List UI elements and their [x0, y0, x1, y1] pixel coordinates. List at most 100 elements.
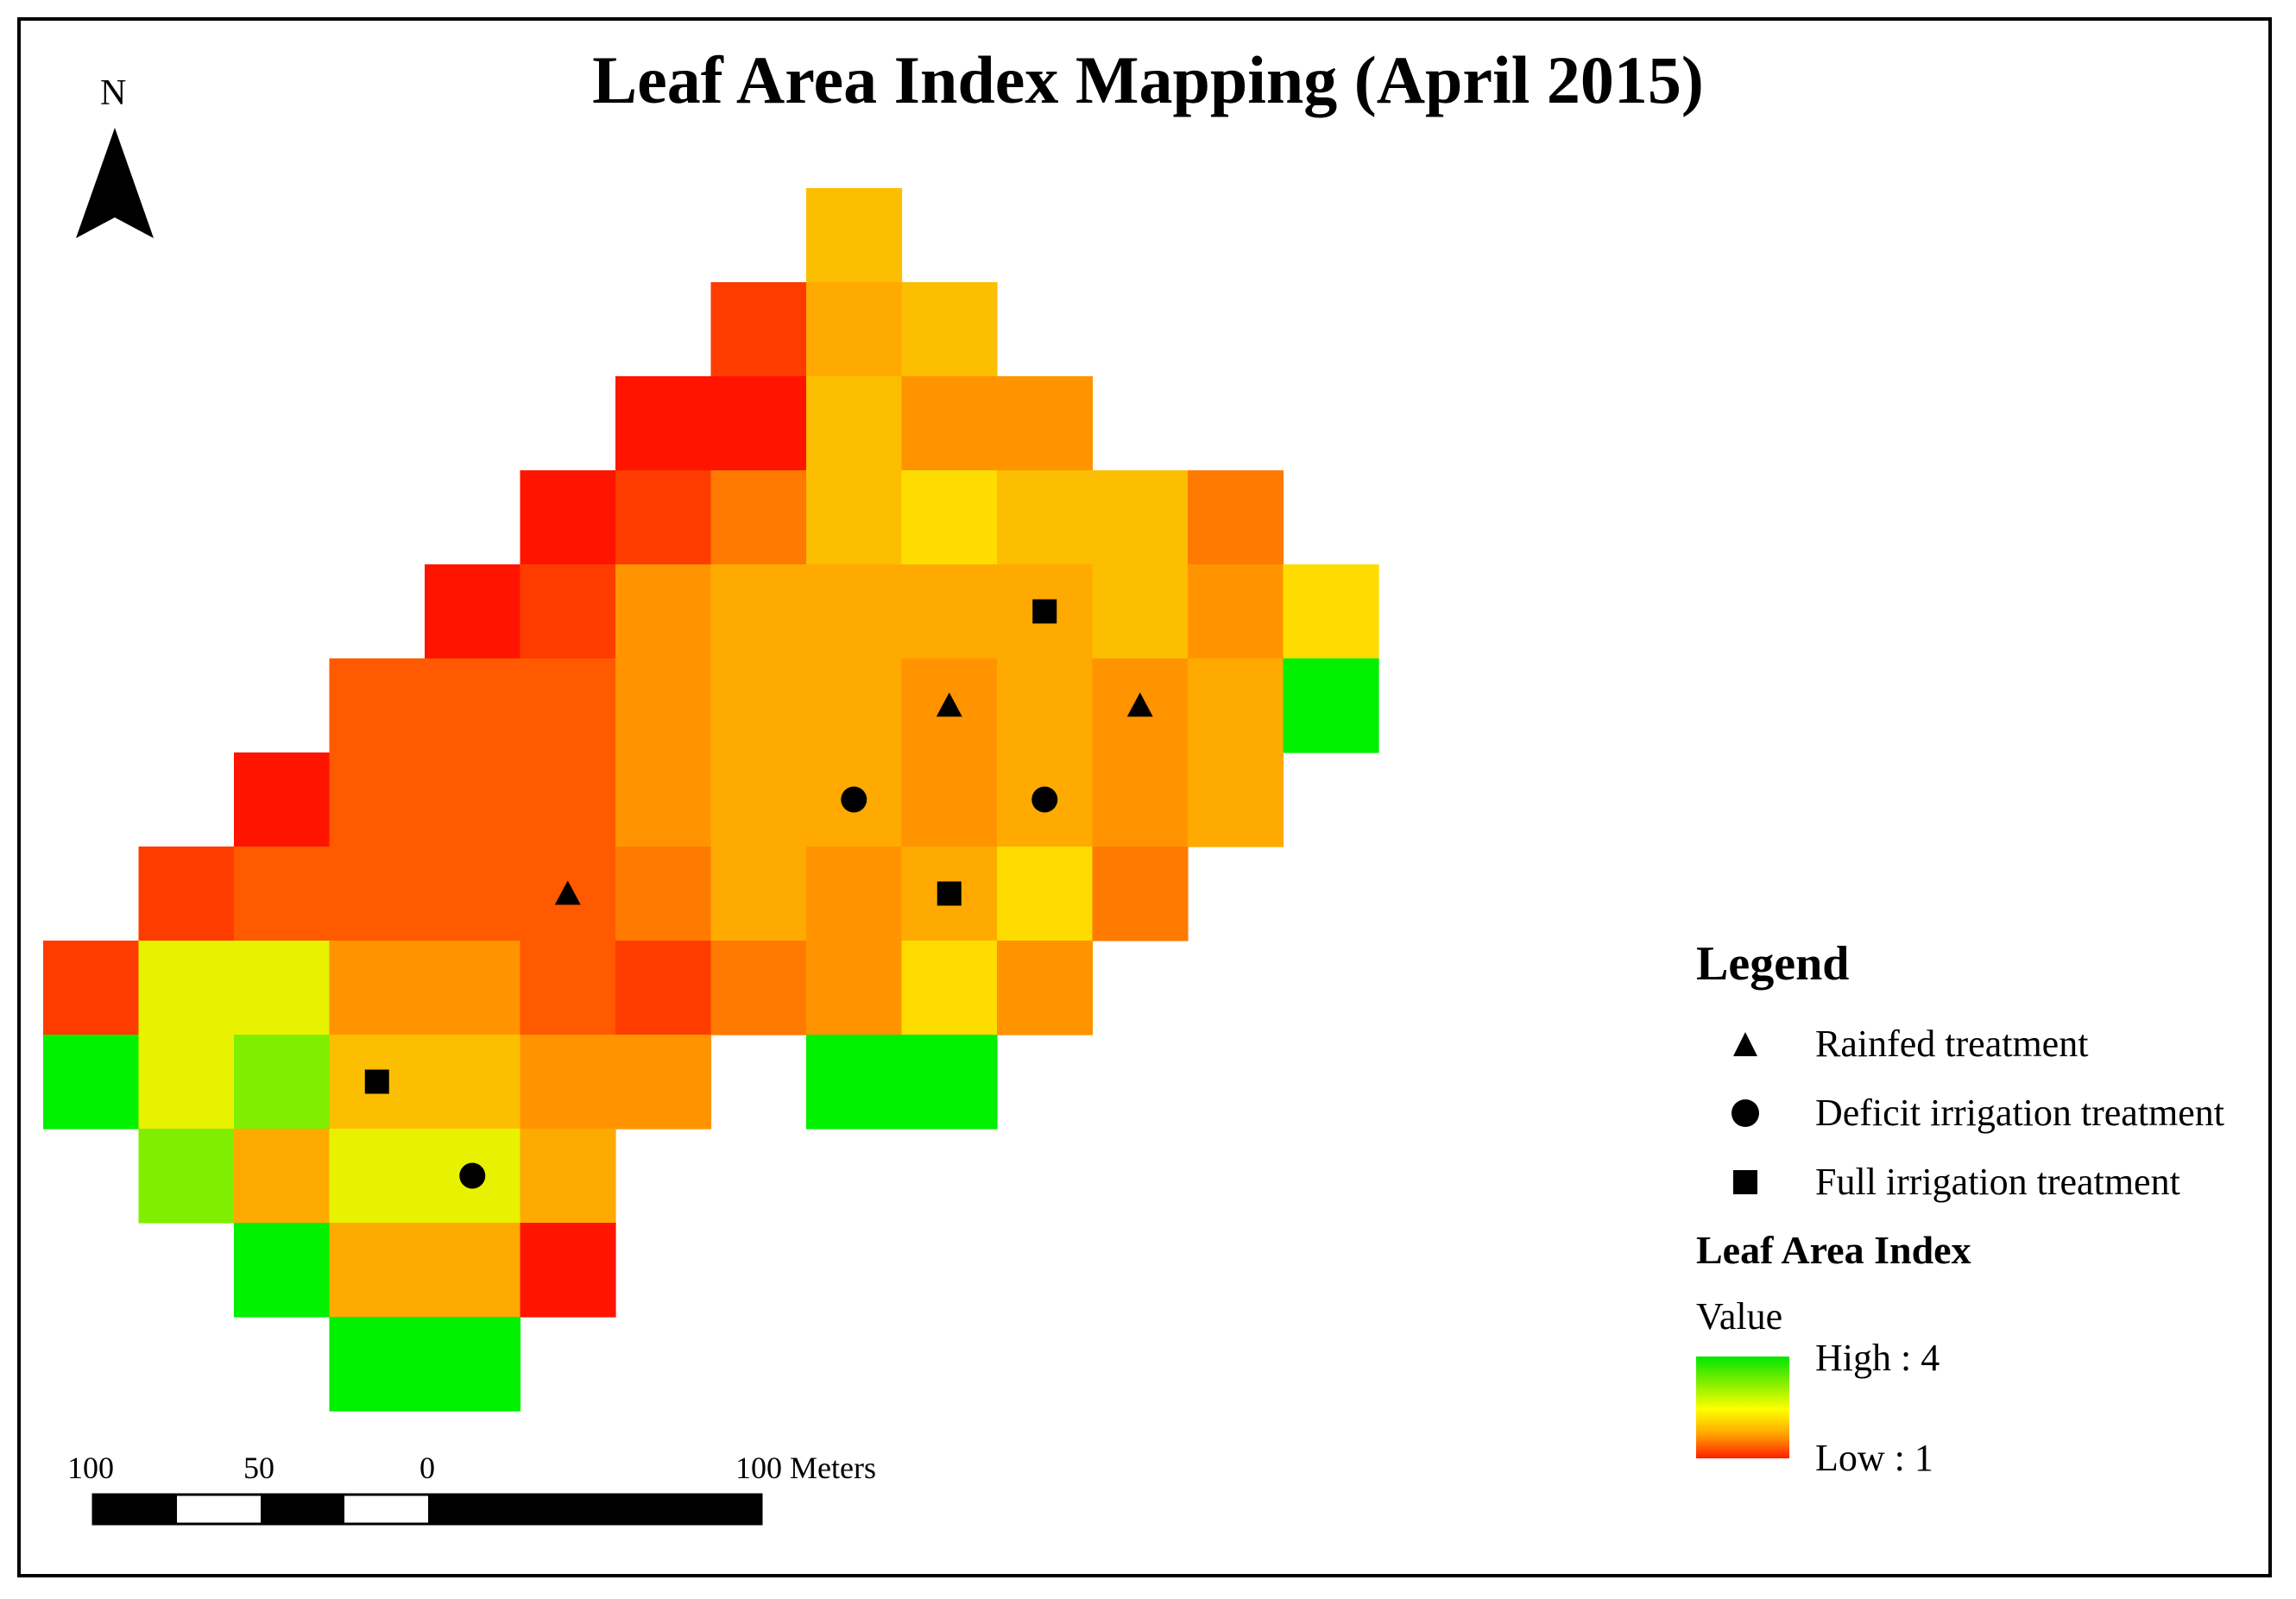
- lai-cell: [710, 376, 807, 471]
- lai-cell: [806, 188, 903, 283]
- lai-cell: [901, 752, 998, 847]
- deficit-irrigation-marker: [1031, 786, 1058, 813]
- legend-circle-icon: [1731, 1099, 1759, 1127]
- lai-cell: [425, 564, 521, 659]
- lai-cell: [329, 1129, 426, 1224]
- lai-cell: [520, 564, 616, 659]
- legend-triangle-icon: [1733, 1032, 1757, 1056]
- lai-cell: [329, 752, 426, 847]
- lai-cell: [43, 941, 140, 1036]
- lai-cell: [1188, 658, 1284, 753]
- lai-cell: [138, 847, 235, 941]
- legend-heading: Legend: [1696, 937, 1850, 991]
- scale-seg-1: [93, 1495, 177, 1524]
- lai-cell: [901, 376, 998, 471]
- lai-cell: [1092, 470, 1189, 565]
- lai-cell: [1283, 658, 1379, 753]
- lai-cell: [901, 282, 998, 377]
- lai-cell: [997, 470, 1094, 565]
- rainfed-marker: [554, 880, 581, 905]
- legend-square-icon: [1733, 1170, 1757, 1194]
- lai-cell: [997, 658, 1094, 753]
- legend-layer-title: Leaf Area Index: [1696, 1228, 1971, 1272]
- color-ramp: [1696, 1357, 1789, 1458]
- lai-cell: [615, 941, 712, 1036]
- lai-cell: [997, 847, 1094, 941]
- deficit-irrigation-marker: [841, 786, 867, 813]
- lai-cell: [806, 941, 903, 1036]
- lai-cell: [234, 847, 331, 941]
- treatment-markers: [364, 599, 1153, 1189]
- rainfed-marker: [936, 692, 962, 717]
- lai-cell: [806, 1035, 903, 1130]
- scale-label-100: 100: [67, 1451, 114, 1485]
- lai-cell: [1092, 847, 1189, 941]
- map-title: Leaf Area Index Mapping (April 2015): [592, 42, 1704, 117]
- lai-cell: [1188, 470, 1284, 565]
- full-irrigation-marker: [364, 1069, 389, 1094]
- lai-cell: [615, 847, 712, 941]
- lai-cell: [710, 658, 807, 753]
- lai-cell: [615, 564, 712, 659]
- lai-cell: [1188, 564, 1284, 659]
- lai-cell: [329, 847, 426, 941]
- lai-raster: [43, 188, 1379, 1412]
- lai-cell: [806, 564, 903, 659]
- lai-cell: [520, 941, 616, 1036]
- legend-item-rainfed: Rainfed treatment: [1815, 1023, 2089, 1065]
- lai-cell: [425, 752, 521, 847]
- lai-cell: [901, 470, 998, 565]
- lai-cell: [615, 658, 712, 753]
- lai-cell: [425, 658, 521, 753]
- lai-cell: [234, 941, 331, 1036]
- lai-cell: [1092, 752, 1189, 847]
- lai-cell: [425, 847, 521, 941]
- rainfed-marker: [1126, 692, 1153, 717]
- lai-cell: [138, 941, 235, 1036]
- legend-symbols: [1731, 1032, 1759, 1194]
- full-irrigation-marker: [937, 881, 962, 906]
- ramp-high-label: High : 4: [1815, 1337, 1940, 1379]
- scale-bar: [91, 1493, 763, 1526]
- lai-cell: [806, 376, 903, 471]
- lai-cell: [520, 1035, 616, 1130]
- legend-item-deficit: Deficit irrigation treatment: [1815, 1092, 2225, 1134]
- lai-cell: [806, 470, 903, 565]
- north-arrow-icon: [76, 128, 154, 238]
- lai-cell: [425, 1223, 521, 1318]
- ramp-low-label: Low : 1: [1815, 1437, 1933, 1479]
- lai-cell: [520, 658, 616, 753]
- lai-cell: [234, 1223, 331, 1318]
- lai-cell: [710, 752, 807, 847]
- deficit-irrigation-marker: [459, 1162, 486, 1189]
- lai-cell: [138, 1129, 235, 1224]
- scale-label-0: 0: [419, 1451, 435, 1485]
- lai-cell: [901, 564, 998, 659]
- lai-cell: [710, 847, 807, 941]
- lai-cell: [329, 941, 426, 1036]
- north-label: N: [100, 73, 127, 113]
- lai-cell: [234, 1129, 331, 1224]
- lai-cell: [806, 847, 903, 941]
- lai-cell: [710, 941, 807, 1036]
- lai-cell: [806, 658, 903, 753]
- lai-cell: [710, 282, 807, 377]
- lai-cell: [615, 376, 712, 471]
- lai-cell: [806, 282, 903, 377]
- lai-cell: [234, 1035, 331, 1130]
- lai-cell: [901, 941, 998, 1036]
- lai-cell: [234, 752, 331, 847]
- lai-cell: [615, 1035, 712, 1130]
- scale-seg-5: [428, 1495, 761, 1524]
- legend-value-label: Value: [1696, 1295, 1783, 1338]
- scale-label-100-meters: 100 Meters: [735, 1451, 876, 1485]
- full-irrigation-marker: [1032, 599, 1057, 624]
- lai-cell: [615, 470, 712, 565]
- lai-cell: [520, 470, 616, 565]
- scale-label-50: 50: [243, 1451, 274, 1485]
- lai-cell: [710, 564, 807, 659]
- lai-cell: [1092, 564, 1189, 659]
- lai-cell: [43, 1035, 140, 1130]
- scale-seg-3: [261, 1495, 344, 1524]
